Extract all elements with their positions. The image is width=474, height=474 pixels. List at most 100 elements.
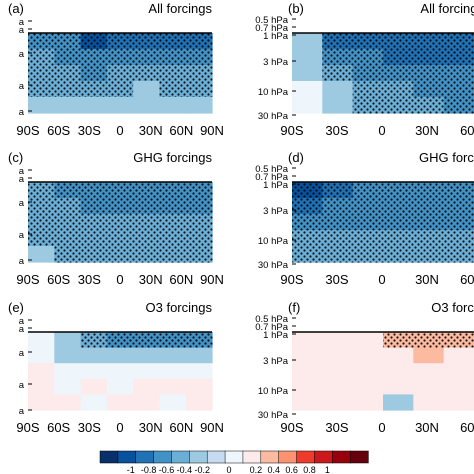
significance-stipple [383,332,414,349]
heat-cell [80,378,108,395]
significance-stipple [80,230,108,247]
significance-stipple [443,214,474,231]
x-tick-label: 60N [169,123,193,138]
significance-stipple [322,65,354,82]
heat-cell [28,347,55,364]
significance-stipple [185,33,213,50]
significance-stipple [28,81,55,98]
significance-stipple [383,214,414,231]
y-tick-label: a [19,166,25,177]
heat-cell [185,394,213,411]
heat-cell [185,347,213,364]
significance-stipple [413,246,445,263]
x-tick-label: 30S [78,420,101,435]
x-tick-label: 60N [169,420,193,435]
x-tick-label: 90N [200,123,224,138]
colorbar-tick-label: 0.6 [285,465,298,474]
colorbar-swatch [135,450,155,464]
significance-stipple [106,33,134,50]
panel-title: All forcings [420,1,474,16]
heat-cell [54,332,82,349]
colorbar-swatch [349,450,369,464]
significance-stipple [413,97,445,114]
colorbar-swatch [242,450,262,464]
heat-cell [443,378,474,395]
significance-stipple [159,33,187,50]
significance-stipple [185,65,213,82]
x-tick-label: 30S [325,420,348,435]
significance-stipple [159,214,187,231]
heat-cell [28,97,55,114]
heat-cell [185,378,213,395]
heat-cell [352,394,384,411]
heat-cell [54,363,82,380]
heat-cell [292,363,323,380]
heat-cell [28,394,55,411]
colorbar-tick-label: 0.8 [303,465,316,474]
heat-cell [133,347,161,364]
colorbar-swatch [224,450,244,464]
x-tick-label: 60N [460,272,474,287]
significance-stipple [292,246,323,263]
heat-cell [28,246,55,263]
significance-stipple [292,230,323,247]
heat-cell [383,394,414,411]
significance-stipple [106,214,134,231]
y-tick-label: a [19,380,25,391]
x-tick-label: 90S [16,272,39,287]
significance-stipple [383,230,414,247]
heat-cell [80,97,108,114]
y-tick-label: 3 hPa [263,356,289,367]
significance-stipple [413,182,445,199]
significance-stipple [80,214,108,231]
significance-stipple [80,198,108,215]
heat-cell [54,394,82,411]
y-tick-label: a [19,17,25,28]
x-tick-label: 30N [139,420,163,435]
significance-stipple [443,65,474,82]
significance-stipple [292,182,323,199]
colorbar-tick-label: 1 [325,465,330,474]
y-tick-label: 1 hPa [263,180,289,191]
y-tick-label: a [19,324,25,335]
significance-stipple [54,182,82,199]
significance-stipple [80,332,108,349]
y-tick-label: 0.5 hPa [255,15,288,26]
significance-stipple [322,33,354,50]
heat-cell [292,332,323,349]
heat-cell [185,97,213,114]
heat-cell [133,394,161,411]
significance-stipple [383,65,414,82]
heat-cell [383,347,414,364]
significance-stipple [352,230,384,247]
y-tick-label: a [19,406,25,417]
y-tick-label: 1 hPa [263,330,289,341]
significance-stipple [159,230,187,247]
significance-stipple [413,81,445,98]
colorbar-swatch [189,450,208,464]
heat-cell [413,347,445,364]
significance-stipple [383,182,414,199]
heat-cell [383,378,414,395]
significance-stipple [383,246,414,263]
significance-stipple [185,214,213,231]
colorbar-swatch [171,450,190,464]
y-tick-label: 0.7 hPa [255,23,288,34]
heat-cell [80,347,108,364]
panel-label: (e) [8,300,24,315]
significance-stipple [159,81,187,98]
y-tick-label: a [19,81,25,92]
significance-stipple [54,65,82,82]
panel-title: O3 forcin [431,300,474,315]
significance-stipple [133,246,161,263]
heat-cell [322,378,354,395]
heat-cell [54,347,82,364]
panel-title: O3 forcings [146,300,213,315]
significance-stipple [54,230,82,247]
significance-stipple [185,198,213,215]
significance-stipple [28,230,55,247]
heat-cell [292,49,323,66]
significance-stipple [322,182,354,199]
